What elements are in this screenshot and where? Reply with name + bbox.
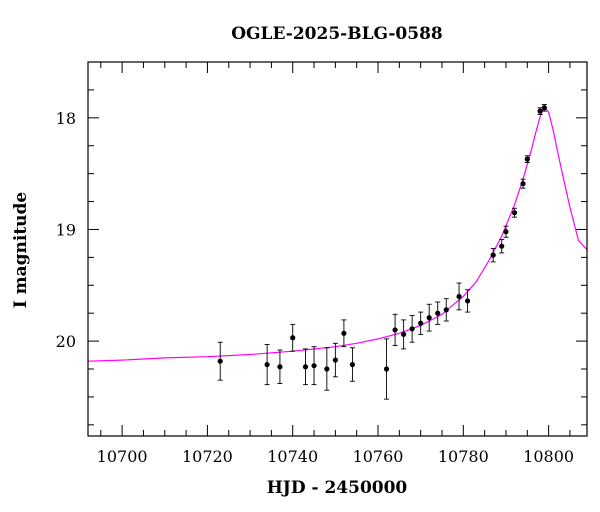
data-point: [426, 315, 432, 321]
data-point-group: [290, 323, 296, 352]
data-point-group: [383, 338, 390, 400]
data-point: [290, 335, 296, 341]
data-point-group: [277, 349, 283, 384]
data-point: [392, 327, 398, 333]
data-point-group: [264, 344, 270, 386]
data-point-group: [426, 303, 432, 332]
data-point: [264, 361, 270, 368]
data-point-group: [541, 103, 547, 112]
data-point: [499, 243, 505, 249]
x-tick-label: 10800: [523, 447, 574, 466]
data-point-group: [464, 289, 471, 313]
model-curve: [88, 105, 587, 362]
data-point-group: [524, 155, 530, 163]
data-point-group: [302, 348, 309, 386]
data-point: [456, 293, 462, 300]
axis-ticks: 10700 10720 10740 10760 10780 10800 18 19 20: [56, 61, 587, 466]
data-point: [443, 307, 449, 313]
data-point-group: [311, 346, 317, 386]
data-point: [418, 320, 424, 326]
data-point-group: [341, 319, 347, 348]
data-point-group: [499, 239, 505, 254]
y-axis-label: I magnitude: [11, 192, 31, 309]
data-point-group: [332, 342, 338, 378]
y-tick-label: 18: [56, 109, 76, 128]
x-axis-label: HJD - 2450000: [267, 478, 408, 498]
data-point-group: [503, 225, 509, 238]
plot-frame: [87, 61, 588, 437]
data-point: [409, 326, 415, 332]
data-point-group: [511, 207, 518, 218]
data-point-group: [490, 247, 496, 263]
data-point-group: [392, 313, 398, 347]
data-point: [341, 330, 347, 336]
data-point: [541, 105, 547, 111]
data-point: [524, 156, 530, 162]
data-point-group: [435, 301, 441, 325]
data-point-group: [401, 319, 407, 350]
data-point-group: [418, 311, 424, 335]
data-point-group: [324, 347, 330, 391]
y-tick-label: 19: [56, 220, 76, 239]
data-point-group: [409, 314, 415, 343]
data-point-group: [456, 282, 462, 311]
data-point: [349, 361, 356, 368]
plot-area: [88, 103, 587, 400]
y-tick-label: 20: [56, 332, 76, 351]
data-point: [332, 357, 338, 363]
data-point: [324, 366, 330, 372]
data-point: [464, 298, 471, 304]
data-point: [503, 229, 509, 235]
x-tick-label: 10720: [182, 447, 233, 466]
data-point-group: [520, 178, 526, 189]
data-point: [435, 310, 441, 316]
data-point: [401, 331, 407, 338]
data-point: [217, 358, 223, 364]
data-point-group: [349, 347, 356, 382]
data-point: [490, 252, 496, 258]
data-point-group: [217, 341, 223, 381]
data-point: [311, 363, 317, 369]
x-tick-label: 10700: [97, 447, 148, 466]
data-point: [302, 364, 309, 370]
data-point-group: [537, 107, 543, 115]
x-tick-label: 10760: [353, 447, 404, 466]
data-point: [520, 181, 526, 187]
chart-title: OGLE-2025-BLG-0588: [231, 24, 443, 44]
data-point: [277, 364, 283, 370]
x-tick-label: 10740: [267, 447, 318, 466]
data-point-group: [443, 298, 449, 322]
data-point: [511, 210, 518, 216]
data-point: [383, 366, 390, 372]
data-point: [537, 108, 543, 114]
x-tick-label: 10780: [438, 447, 489, 466]
